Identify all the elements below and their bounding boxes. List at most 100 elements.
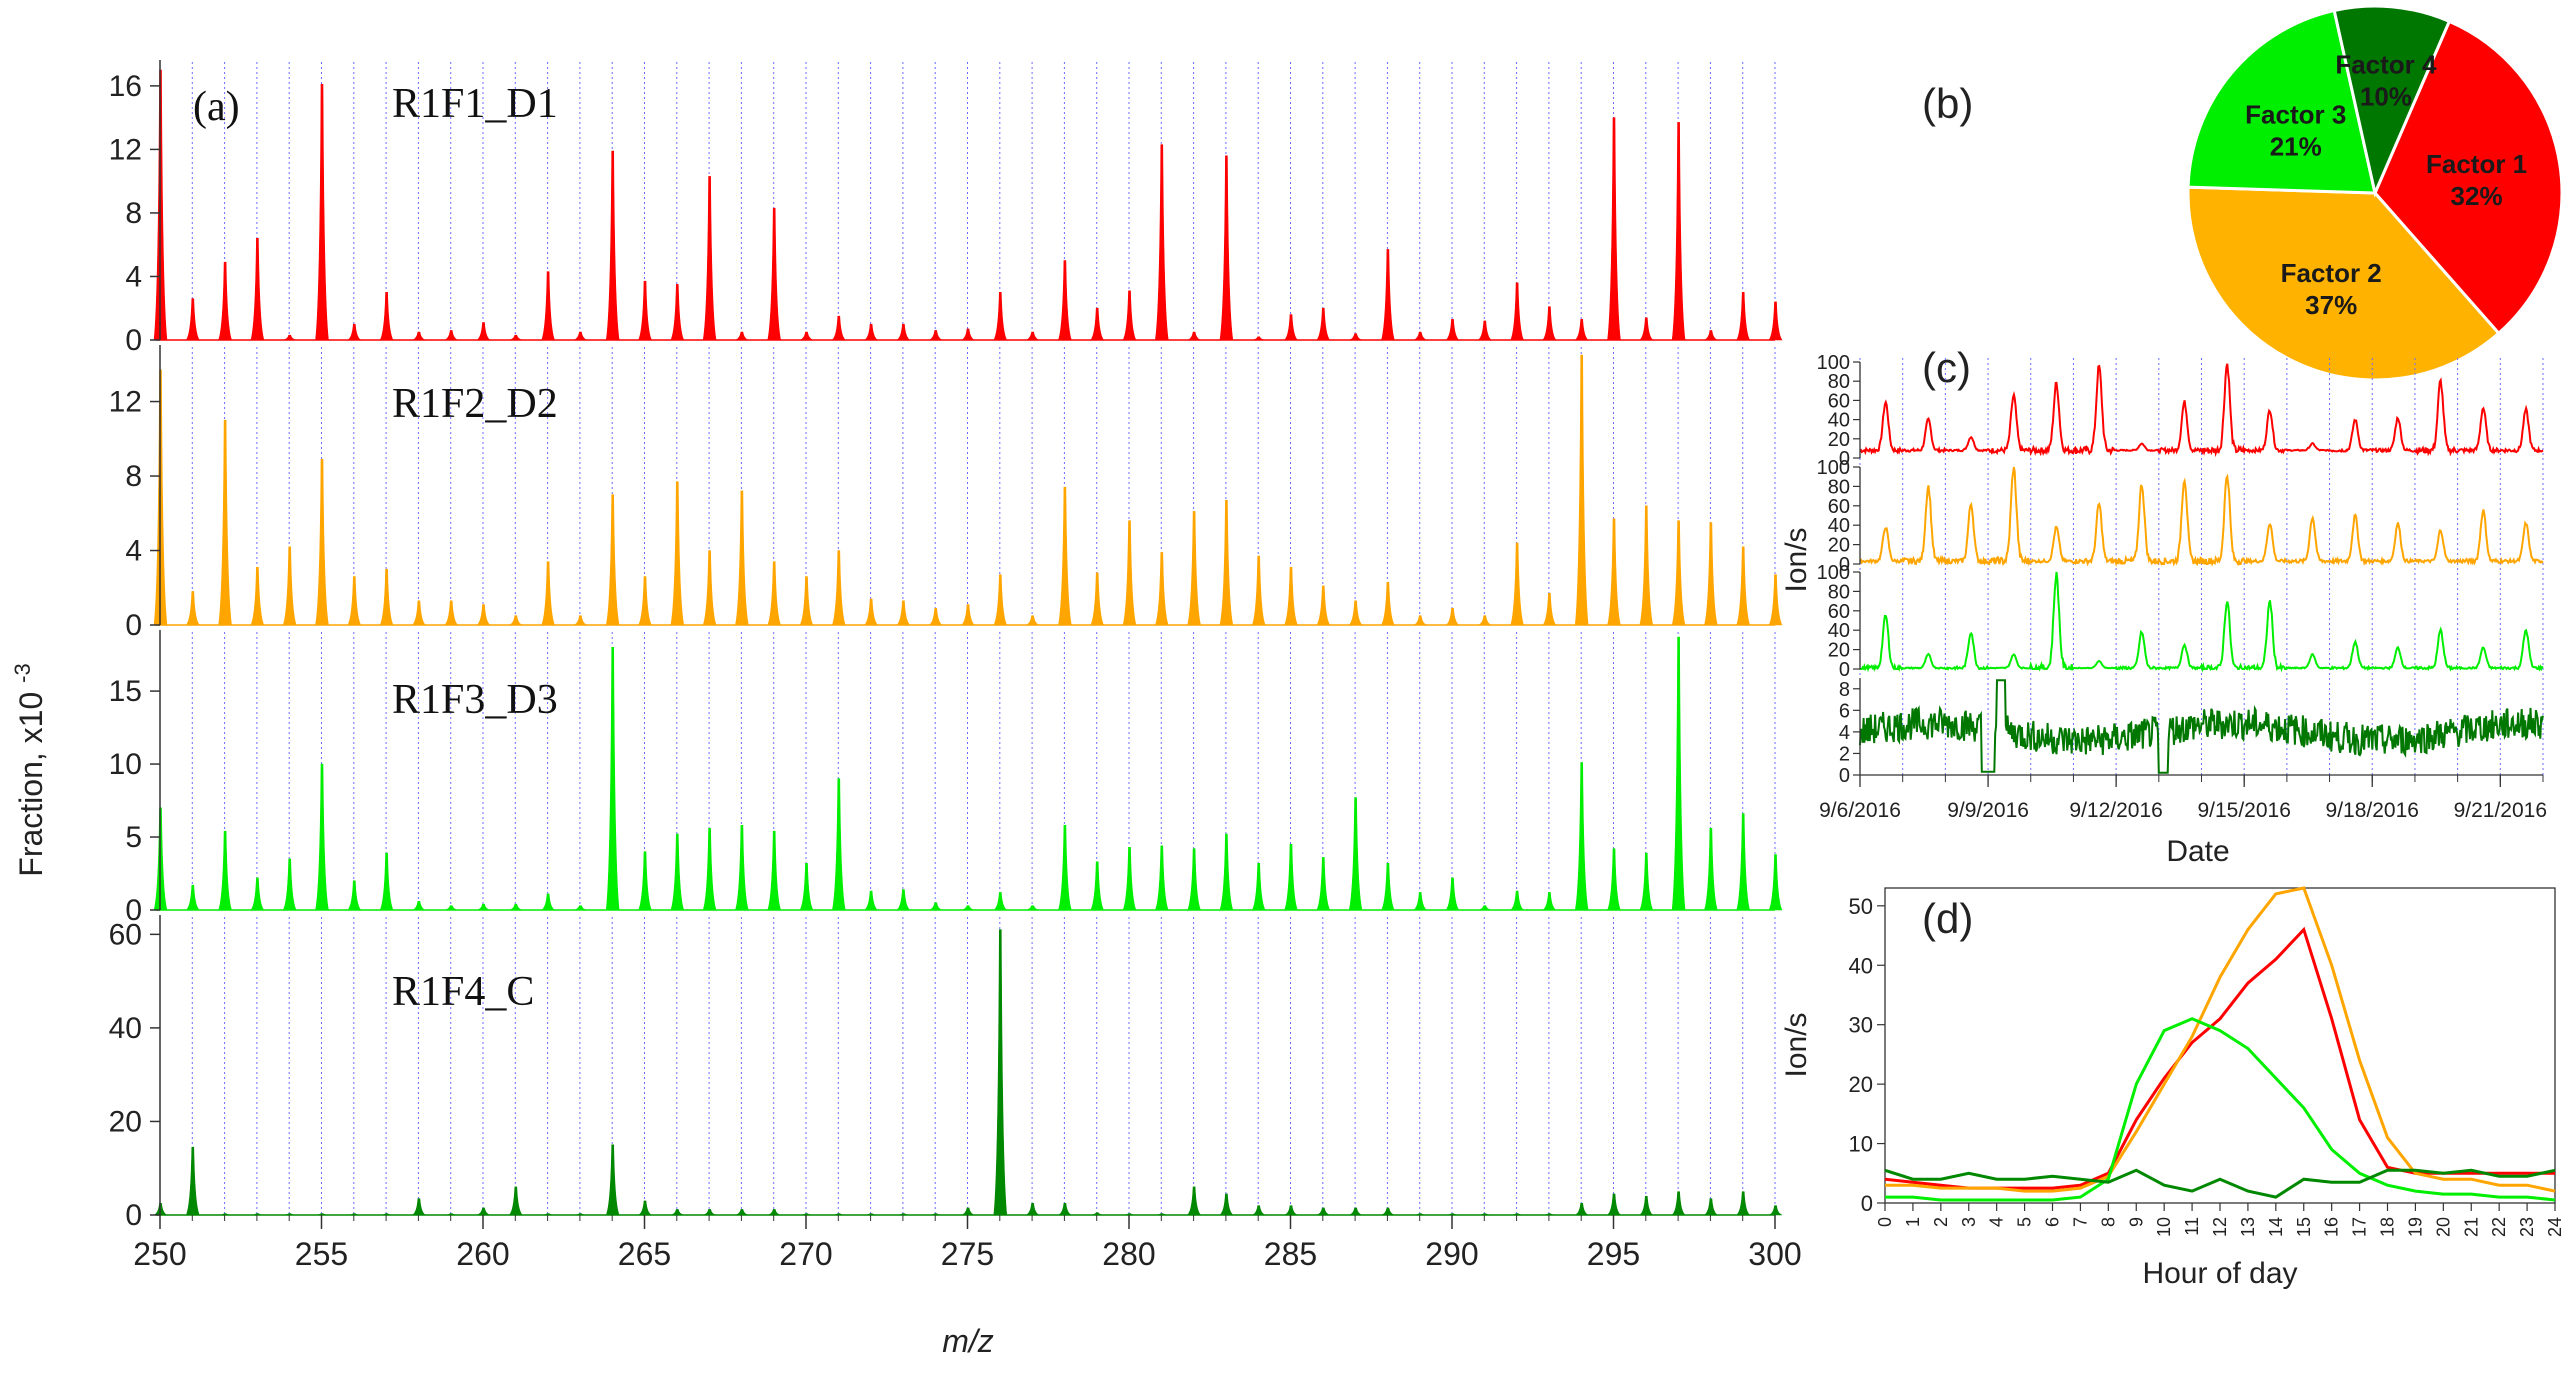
bar-R1F4_C-255 — [315, 1213, 329, 1216]
y-tick-label: 60 — [1828, 601, 1850, 623]
x-tick-label: 9/15/2016 — [2197, 799, 2290, 822]
y-tick-label: 0 — [1839, 659, 1850, 681]
bar-R1F4_C-269 — [767, 1209, 781, 1216]
bar-R1F3_D3-290 — [1445, 877, 1460, 911]
bar-R1F4_C-287 — [1349, 1207, 1363, 1216]
bar-R1F4_C-286 — [1316, 1207, 1330, 1216]
bar-R1F2_D2-278 — [1058, 486, 1072, 626]
bar-R1F2_D2-276 — [993, 574, 1008, 626]
bar-R1F2_D2-267 — [702, 550, 717, 626]
x-tick-label: 9/18/2016 — [2326, 799, 2419, 822]
bar-R1F2_D2-298 — [1703, 522, 1718, 626]
x-axis-title: Date — [2166, 835, 2229, 868]
bar-R1F2_D2-281 — [1154, 552, 1169, 626]
bar-R1F1_D1-253 — [250, 238, 265, 341]
x-tick-label: 295 — [1587, 1236, 1640, 1272]
bar-R1F2_D2-272 — [863, 598, 879, 626]
bar-R1F3_D3-260 — [476, 903, 491, 911]
bar-R1F2_D2-270 — [799, 576, 814, 626]
y-tick-label: 16 — [109, 70, 142, 103]
bar-R1F4_C-266 — [670, 1209, 684, 1216]
x-tick-label: 14 — [2266, 1217, 2286, 1237]
bar-R1F3_D3-269 — [767, 830, 782, 911]
plot-frame — [1884, 887, 2556, 1204]
x-tick-label: 4 — [1987, 1217, 2007, 1227]
pie-slice-percent: 37% — [2305, 290, 2357, 320]
bar-R1F2_D2-271 — [831, 550, 846, 626]
bar-R1F1_D1-292 — [1510, 282, 1525, 341]
bar-R1F3_D3-282 — [1187, 848, 1202, 911]
bar-R1F2_D2-296 — [1639, 505, 1654, 626]
bar-R1F1_D1-289 — [1413, 331, 1427, 341]
x-tick-label: 255 — [295, 1236, 348, 1272]
bar-R1F1_D1-294 — [1574, 319, 1590, 341]
pie-slice-name: Factor 1 — [2426, 149, 2527, 179]
x-tick-label: 5 — [2015, 1217, 2035, 1227]
time-grid — [1859, 358, 2544, 775]
bar-R1F1_D1-276 — [993, 292, 1008, 341]
bar-R1F4_C-277 — [1025, 1203, 1040, 1216]
x-tick-label: 260 — [456, 1236, 509, 1272]
y-tick-label: 100 — [1817, 352, 1850, 374]
panel-b-pie-chart: (b) Factor 132% Factor 237% Factor 321% Fact… — [1922, 4, 2564, 382]
bar-R1F2_D2-287 — [1348, 600, 1363, 626]
x-tick-label: 6 — [2043, 1217, 2063, 1227]
bar-R1F4_C-262 — [541, 1213, 555, 1216]
spectrum-R1F2_D2: 0 4 8 12 — [109, 345, 1783, 642]
bar-R1F4_C-285 — [1284, 1205, 1298, 1216]
bar-R1F3_D3-284 — [1251, 862, 1266, 911]
x-tick-label: 0 — [1875, 1217, 1895, 1227]
bar-R1F3_D3-255 — [315, 763, 329, 911]
x-tick-label: 9 — [2126, 1217, 2146, 1227]
bar-R1F1_D1-268 — [735, 331, 749, 341]
bar-R1F4_C-264 — [605, 1144, 620, 1216]
x-tick-label: 250 — [133, 1236, 186, 1272]
bar-R1F2_D2-283 — [1219, 499, 1234, 626]
bar-R1F2_D2-261 — [509, 615, 523, 626]
bar-R1F3_D3-253 — [250, 877, 265, 911]
y-tick-label: 10 — [1849, 1132, 1873, 1157]
bar-R1F3_D3-296 — [1639, 852, 1654, 911]
bar-R1F3_D3-275 — [961, 905, 975, 911]
bar-R1F4_C-294 — [1575, 1203, 1589, 1216]
bar-R1F2_D2-292 — [1510, 542, 1525, 626]
x-tick-label: 275 — [941, 1236, 994, 1272]
x-tick-label: 20 — [2433, 1217, 2453, 1237]
x-tick-label: 265 — [618, 1236, 671, 1272]
x-tick-label: 280 — [1102, 1236, 1155, 1272]
bar-R1F4_C-300 — [1768, 1205, 1783, 1216]
diurnal-line-factor-3 — [1885, 1017, 2556, 1202]
series-label-f4: R1F4_C — [392, 969, 534, 1015]
bar-R1F4_C-280 — [1122, 1213, 1137, 1216]
bar-R1F1_D1-278 — [1057, 260, 1072, 341]
bar-R1F3_D3-274 — [929, 902, 943, 911]
x-tick-label: 285 — [1264, 1236, 1317, 1272]
bar-R1F4_C-295 — [1606, 1193, 1622, 1216]
bar-R1F2_D2-263 — [573, 615, 588, 626]
bar-R1F2_D2-280 — [1122, 520, 1137, 626]
bar-R1F2_D2-284 — [1251, 555, 1266, 626]
series-label-f3: R1F3_D3 — [392, 677, 558, 723]
bar-R1F1_D1-283 — [1219, 155, 1234, 341]
x-tick-label: 300 — [1748, 1236, 1801, 1272]
bar-R1F3_D3-263 — [573, 905, 587, 911]
bar-R1F2_D2-293 — [1542, 593, 1557, 626]
y-tick-label: 15 — [109, 675, 142, 708]
y-tick-label: 80 — [1828, 371, 1850, 393]
bar-R1F2_D2-299 — [1736, 546, 1751, 626]
bar-R1F2_D2-300 — [1768, 574, 1783, 626]
bar-R1F3_D3-276 — [992, 892, 1008, 911]
y-tick-label: 100 — [1817, 562, 1850, 584]
y-tick-label: 0 — [125, 324, 142, 357]
bar-R1F1_D1-271 — [831, 315, 847, 341]
bar-R1F4_C-279 — [1090, 1212, 1104, 1216]
bar-R1F4_C-253 — [250, 1213, 264, 1216]
bar-R1F1_D1-270 — [799, 331, 814, 341]
y-tick-label: 80 — [1828, 476, 1850, 498]
bar-R1F3_D3-285 — [1284, 844, 1298, 911]
y-tick-label: 0 — [1861, 1191, 1873, 1216]
x-tick-label: 15 — [2294, 1217, 2314, 1237]
bar-R1F1_D1-299 — [1736, 292, 1751, 341]
series-line — [1860, 571, 2544, 673]
